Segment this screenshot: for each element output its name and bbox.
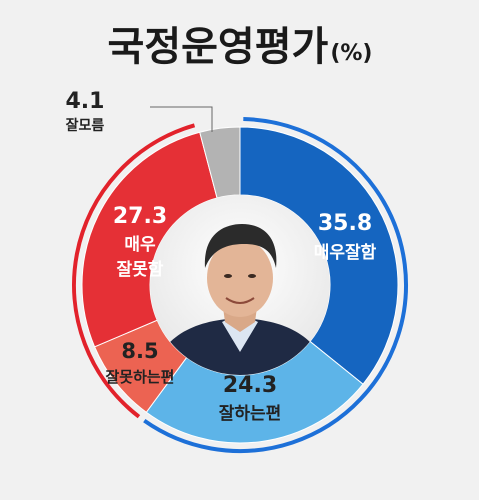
- label-value-s0: 35.8: [318, 211, 372, 236]
- label-value-s2: 8.5: [121, 339, 158, 363]
- negative-outer-arc: [72, 123, 196, 419]
- label-value-s4: 4.1: [66, 89, 105, 114]
- label-name-s4: 잘모름: [66, 118, 105, 134]
- slice-1: [145, 340, 364, 444]
- label-name-s3-line1: 매우: [124, 235, 156, 255]
- slice-0: [239, 126, 399, 385]
- label-name-s3-line2: 잘못함: [117, 259, 164, 280]
- label-name-s2: 잘못하는편: [105, 368, 174, 386]
- positive-outer-arc: [143, 117, 408, 453]
- label-name-s0: 매우잘함: [314, 242, 377, 263]
- outer-arcs: [72, 117, 408, 453]
- label-name-s1: 잘하는편: [219, 403, 282, 424]
- label-value-s1: 24.3: [223, 373, 277, 398]
- leader-line: [150, 106, 213, 132]
- slices-group: [81, 126, 399, 444]
- label-value-s3: 27.3: [113, 204, 167, 229]
- chart-title: 국정운영평가(%): [108, 24, 373, 70]
